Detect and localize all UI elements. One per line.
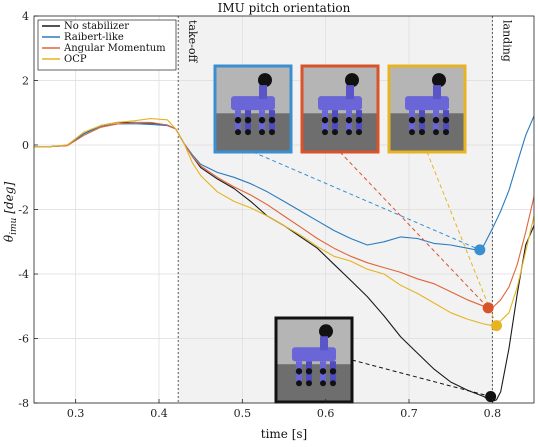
- landing-label: landing: [500, 20, 513, 62]
- robot-joint-icon: [319, 368, 327, 375]
- legend-label: Raibert-like: [64, 32, 124, 43]
- robot-foot-icon: [306, 380, 312, 387]
- x-tick-label: 0.7: [400, 407, 418, 420]
- robot-joint-icon: [234, 116, 242, 124]
- robot-body-icon: [318, 96, 362, 111]
- robot-foot-icon: [330, 380, 336, 387]
- robot-foot-icon: [346, 129, 352, 136]
- robot-inset: [213, 64, 293, 154]
- legend-label: Angular Momentum: [63, 43, 166, 54]
- robot-body-icon: [405, 96, 449, 111]
- robot-joint-icon: [331, 116, 339, 124]
- robot-foot-icon: [259, 129, 265, 136]
- y-axis-label-unit: [deg]: [2, 182, 16, 214]
- x-axis-ticks: 0.3 0.4 0.5 0.6 0.7 0.8: [67, 399, 501, 420]
- series-line: [34, 115, 534, 251]
- takeoff-label: take-off: [186, 20, 199, 63]
- robot-foot-icon: [235, 129, 241, 136]
- y-tick-label: 4: [22, 10, 29, 23]
- inset-floor: [390, 113, 464, 151]
- series-markers: [474, 244, 502, 403]
- chart-title: IMU pitch orientation: [218, 1, 351, 15]
- inset-connector-line: [252, 151, 481, 251]
- y-tick-label: -8: [18, 397, 29, 410]
- robot-joint-icon: [432, 116, 440, 124]
- inset-connector-line: [351, 359, 491, 398]
- y-tick-label: -6: [18, 333, 29, 346]
- x-tick-label: 0.4: [150, 407, 168, 420]
- y-tick-label: 0: [22, 139, 29, 152]
- robot-arm-icon: [346, 85, 354, 100]
- robot-foot-icon: [409, 129, 415, 136]
- robot-joint-icon: [355, 116, 363, 124]
- robot-joint-icon: [268, 116, 276, 124]
- robot-inset: [300, 64, 380, 154]
- legend-box: [37, 19, 177, 71]
- legend-label: OCP: [64, 54, 87, 65]
- series-end-marker: [482, 302, 494, 314]
- robot-joint-icon: [329, 368, 337, 375]
- robot-foot-icon: [245, 129, 251, 136]
- y-axis-label-symbol: θ: [2, 234, 16, 242]
- robot-joint-icon: [295, 368, 303, 375]
- robot-foot-icon: [419, 129, 425, 136]
- robot-foot-icon: [332, 129, 338, 136]
- robot-foot-icon: [269, 129, 275, 136]
- series-end-marker: [491, 320, 502, 332]
- robot-head-icon: [345, 73, 359, 88]
- y-tick-label: -4: [18, 268, 29, 281]
- inset-connector-line: [339, 151, 489, 309]
- robot-joint-icon: [442, 116, 450, 124]
- robot-foot-icon: [443, 129, 449, 136]
- robot-inset: [387, 64, 467, 154]
- x-tick-label: 0.8: [484, 407, 502, 420]
- robot-foot-icon: [356, 129, 362, 136]
- y-axis-label-subscript: imu: [9, 217, 19, 234]
- robot-body-icon: [292, 347, 336, 362]
- x-tick-label: 0.6: [317, 407, 335, 420]
- event-lines: take-off landing: [177, 16, 513, 403]
- robot-joint-icon: [321, 116, 329, 124]
- inset-floor: [216, 113, 290, 151]
- robot-joint-icon: [345, 116, 353, 124]
- x-tick-label: 0.5: [234, 407, 252, 420]
- robot-foot-icon: [296, 380, 302, 387]
- series-end-marker: [474, 244, 486, 256]
- robot-joint-icon: [408, 116, 416, 124]
- x-tick-label: 0.3: [67, 407, 85, 420]
- robot-joint-icon: [305, 368, 313, 375]
- robot-joint-icon: [418, 116, 426, 124]
- inset-connector-line: [426, 151, 497, 326]
- robot-head-icon: [258, 73, 272, 88]
- inset-floor: [277, 364, 351, 401]
- robot-arm-icon: [320, 336, 328, 351]
- robot-inset: [274, 316, 354, 404]
- robot-joint-icon: [244, 116, 252, 124]
- robot-foot-icon: [433, 129, 439, 136]
- inset-floor: [303, 113, 377, 151]
- y-axis-label: θimu [deg]: [2, 182, 19, 243]
- inset-connectors: [252, 151, 497, 398]
- y-tick-label: 2: [22, 75, 29, 88]
- robot-joint-icon: [258, 116, 266, 124]
- x-axis-label: time [s]: [261, 427, 307, 441]
- y-axis-ticks: -8 -6 -4 -2 0 2 4: [18, 10, 38, 410]
- robot-foot-icon: [322, 129, 328, 136]
- series-end-marker: [485, 391, 497, 403]
- legend-label: No stabilizer: [64, 21, 129, 32]
- series-line: [34, 118, 534, 327]
- robot-head-icon: [432, 73, 446, 88]
- y-tick-label: -2: [18, 204, 29, 217]
- robot-foot-icon: [320, 380, 326, 387]
- robot-body-icon: [231, 96, 275, 111]
- robot-arm-icon: [433, 85, 441, 100]
- robot-head-icon: [319, 324, 333, 339]
- robot-arm-icon: [259, 85, 267, 100]
- robot-insets: [213, 64, 467, 404]
